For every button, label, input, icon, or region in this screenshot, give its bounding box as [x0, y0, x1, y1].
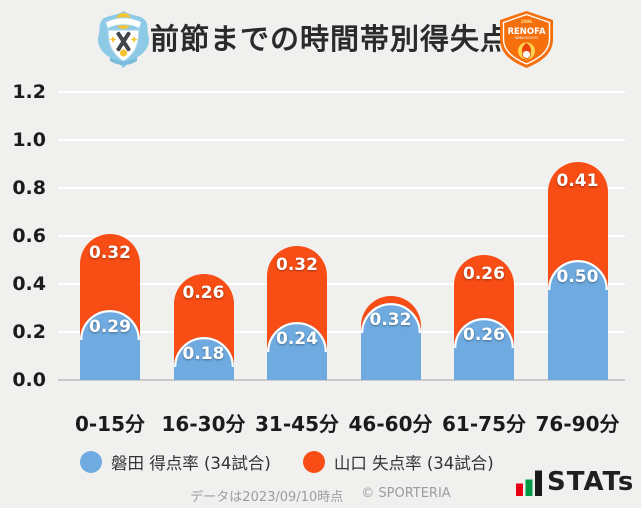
- bar-value-label-yamaguchi: 0.32: [276, 255, 318, 275]
- renofa-year-text: 2006: [521, 19, 532, 24]
- footer-note: データは2023/09/10時点 © SPORTERIA: [0, 486, 641, 505]
- bar-group-4: [454, 255, 514, 380]
- legend-swatch-iwata: [80, 451, 102, 473]
- y-axis-tick: 0.6: [12, 225, 46, 247]
- x-axis-baseline: [58, 379, 625, 381]
- x-axis-label: 61-75分: [442, 412, 526, 436]
- y-axis-tick: 0.2: [12, 321, 46, 343]
- bar-segment-iwata: [360, 303, 421, 380]
- gridline: [58, 283, 625, 285]
- x-axis-label: 16-30分: [161, 412, 246, 436]
- renofa-name-text: RENOFA: [507, 27, 546, 37]
- bar-value-label-yamaguchi: 0.41: [556, 171, 599, 191]
- bar-segment-iwata: [173, 337, 234, 380]
- legend-swatch-yamaguchi: [302, 451, 325, 473]
- blue-dome-outline: [267, 322, 327, 353]
- bar-group-3: [360, 296, 421, 380]
- gridline: [58, 187, 625, 189]
- bar-value-label-yamaguchi: 0.32: [89, 243, 131, 263]
- bar-segment-iwata: [454, 318, 514, 380]
- blue-dome-outline: [173, 337, 234, 368]
- y-axis-tick: 1.0: [12, 129, 46, 151]
- blue-dome-outline: [547, 260, 608, 291]
- bar-group-1: [173, 274, 234, 380]
- renofa-sub-text: YAMAGUCHI FC: [514, 36, 539, 40]
- bar-value-label-yamaguchi: 0.26: [182, 283, 225, 303]
- bar-value-label-iwata: 0.29: [89, 317, 131, 337]
- y-axis-tick: 0.0: [12, 369, 46, 391]
- bar-group-5: [547, 162, 608, 380]
- stats-wordmark: STATs: [547, 467, 635, 497]
- legend-label-iwata: 磐田 得点率 (34試合): [111, 454, 271, 473]
- stacked-bar-chart: 0.0 0.2 0.4 0.6 0.8 1.0 1.2 0.32 0.29 0-15分 0.26 0.…: [12, 81, 625, 436]
- bar-segment-iwata: [547, 260, 608, 380]
- jubilo-iwata-crest-logo: [97, 11, 150, 68]
- bar-segment-iwata: [80, 310, 140, 380]
- bar-value-label-iwata: 0.50: [556, 267, 599, 287]
- bar-value-label-iwata: 0.32: [369, 310, 412, 330]
- bar-value-label-iwata: 0.18: [182, 344, 225, 364]
- data-timestamp: データは2023/09/10時点: [190, 490, 344, 505]
- legend-label-yamaguchi: 山口 失点率 (34試合): [333, 454, 494, 473]
- gridline: [58, 235, 625, 237]
- bar-group-2: [267, 246, 327, 380]
- legend-item-iwata: 磐田 得点率 (34試合): [80, 450, 271, 474]
- y-axis-tick: 0.8: [12, 177, 46, 199]
- bar-value-label-iwata: 0.26: [463, 325, 505, 345]
- bar-segment-iwata: [267, 322, 327, 380]
- gridline: [58, 139, 625, 141]
- gridline: [58, 91, 625, 93]
- bar-chart-icon: [516, 470, 542, 496]
- bar-value-label-yamaguchi: 0.26: [463, 264, 505, 284]
- y-axis-tick: 1.2: [12, 81, 46, 103]
- copyright: © SPORTERIA: [361, 486, 451, 501]
- chart-legend: 磐田 得点率 (34試合) 山口 失点率 (34試合): [80, 450, 494, 474]
- stats-brand-logo: STATs: [516, 469, 634, 496]
- legend-item-yamaguchi: 山口 失点率 (34試合): [302, 450, 494, 474]
- bar-group-0: [80, 234, 140, 380]
- x-axis-label: 31-45分: [255, 412, 339, 436]
- blue-dome-outline: [360, 303, 421, 334]
- x-axis-label: 46-60分: [348, 412, 433, 436]
- blue-dome-outline: [454, 318, 514, 349]
- x-axis-label: 76-90分: [535, 412, 620, 436]
- bar-value-label-iwata: 0.24: [276, 329, 318, 349]
- x-axis-label: 0-15分: [74, 412, 146, 436]
- y-axis-tick: 0.4: [12, 273, 46, 295]
- gridline: [58, 331, 625, 333]
- chart-title: 前節までの時間帯別得失点率: [150, 22, 541, 56]
- renofa-yamaguchi-crest-logo: 2006 RENOFA YAMAGUCHI FC: [500, 11, 553, 68]
- blue-dome-outline: [80, 310, 140, 341]
